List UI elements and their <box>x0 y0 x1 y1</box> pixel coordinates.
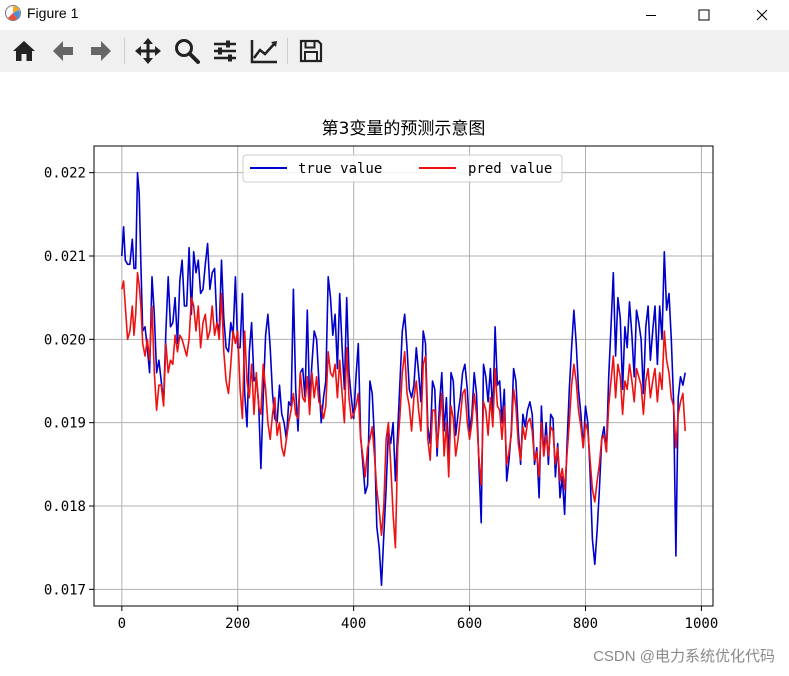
figure-canvas: 0 200 400 600 800 1000 0.017 0.018 0.019 0.020 0.… <box>0 72 789 672</box>
x-tick-label: 800 <box>573 616 598 632</box>
x-axis: 0 200 400 600 800 1000 <box>118 606 719 632</box>
matplotlib-app-icon <box>5 5 21 21</box>
subplots-config-icon <box>214 40 236 62</box>
close-button[interactable] <box>739 0 785 30</box>
y-tick-label: 0.017 <box>44 582 86 598</box>
legend-label-pred-value: pred value <box>468 161 552 177</box>
x-tick-label: 0 <box>118 616 126 632</box>
y-tick-label: 0.019 <box>44 416 86 432</box>
minimize-button[interactable] <box>628 0 674 30</box>
pan-button[interactable] <box>132 35 164 67</box>
plot-frame <box>93 145 714 607</box>
toolbar-separator <box>287 38 288 64</box>
home-button[interactable] <box>8 35 40 67</box>
pan-icon <box>135 38 161 64</box>
maximize-button[interactable] <box>681 0 727 30</box>
subplots-config-button[interactable] <box>209 35 241 67</box>
legend: true value pred value <box>242 154 563 183</box>
line-chart: 0 200 400 600 800 1000 0.0170.0180.0190.0200.… <box>44 119 719 632</box>
chart-title: 第3变量的预测示意图 <box>322 119 486 139</box>
home-icon <box>13 41 35 61</box>
back-arrow-icon <box>53 41 73 61</box>
x-tick-label: 600 <box>457 616 482 632</box>
zoom-icon <box>175 39 200 64</box>
legend-label-true-value: true value <box>298 161 382 177</box>
save-icon <box>299 39 323 63</box>
close-icon <box>756 9 768 21</box>
back-button[interactable] <box>47 35 79 67</box>
plot-area <box>94 146 713 606</box>
navigation-toolbar <box>0 30 789 73</box>
series-line-true-value <box>121 171 686 587</box>
legend-box <box>242 154 563 183</box>
maximize-icon <box>698 9 710 21</box>
save-button[interactable] <box>295 35 327 67</box>
window-title: Figure 1 <box>27 5 79 21</box>
watermark: CSDN @电力系统优化代码 <box>593 648 775 665</box>
y-tick-label: 0.020 <box>44 332 86 348</box>
series-line-pred-value <box>121 271 686 549</box>
edit-axis-icon <box>250 40 277 64</box>
toolbar-separator <box>124 38 125 64</box>
x-tick-label: 200 <box>225 616 250 632</box>
y-axis: 0.017 0.018 0.019 0.020 0.021 0.022 <box>44 166 94 598</box>
y-tick-label: 0.018 <box>44 499 86 515</box>
window-titlebar: Figure 1 <box>0 0 789 30</box>
y-tick-label: 0.022 <box>44 166 86 182</box>
zoom-button[interactable] <box>171 35 203 67</box>
forward-button[interactable] <box>85 35 117 67</box>
edit-axis-button[interactable] <box>248 35 280 67</box>
x-tick-label: 1000 <box>685 616 719 632</box>
forward-arrow-icon <box>91 41 111 61</box>
minimize-icon <box>646 15 656 16</box>
x-tick-label: 400 <box>341 616 366 632</box>
series-layer <box>121 171 686 587</box>
y-tick-label: 0.021 <box>44 249 86 265</box>
